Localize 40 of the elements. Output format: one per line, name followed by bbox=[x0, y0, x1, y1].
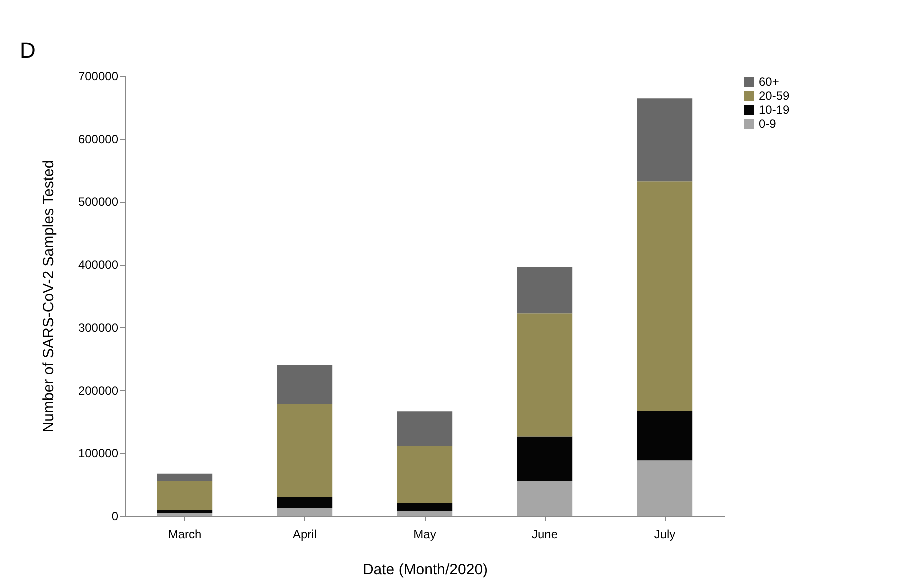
text: D bbox=[20, 38, 36, 63]
y-tick-label: 700000 bbox=[78, 70, 119, 84]
bar bbox=[517, 314, 573, 437]
y-tick-label: 300000 bbox=[78, 320, 119, 335]
bar bbox=[637, 460, 693, 516]
y-tick-label: 200000 bbox=[78, 384, 119, 398]
bar bbox=[637, 411, 693, 461]
bar bbox=[517, 267, 573, 314]
legend-label: 0-9 bbox=[759, 117, 777, 131]
bar bbox=[157, 510, 213, 514]
bar bbox=[277, 508, 333, 516]
bar bbox=[277, 497, 333, 508]
x-tick-label: July bbox=[654, 528, 676, 542]
bar bbox=[157, 513, 213, 516]
y-tick-label: 500000 bbox=[78, 195, 119, 210]
y-tick-label: 600000 bbox=[78, 132, 119, 146]
bar bbox=[277, 365, 333, 404]
bar bbox=[397, 412, 453, 446]
bar bbox=[277, 404, 333, 498]
legend-label: 20-59 bbox=[759, 89, 790, 103]
bar bbox=[157, 474, 213, 482]
bar bbox=[637, 98, 693, 182]
x-tick-label: June bbox=[532, 528, 558, 542]
bar bbox=[517, 436, 573, 482]
y-tick-label: 400000 bbox=[78, 258, 119, 272]
legend-label: 60+ bbox=[759, 75, 780, 89]
x-axis-title: Date (Month/2020) bbox=[362, 562, 488, 578]
x-tick-label: May bbox=[414, 528, 436, 542]
y-tick-label: 0 bbox=[112, 510, 119, 524]
bar bbox=[517, 481, 573, 516]
x-tick-label: March bbox=[168, 528, 202, 542]
y-tick-label: 100000 bbox=[78, 446, 119, 461]
y-axis-title: Number of SARS-CoV-2 Samples Tested bbox=[40, 160, 58, 433]
bar bbox=[397, 446, 453, 504]
bar bbox=[397, 503, 453, 511]
legend-label: 10-19 bbox=[759, 103, 790, 117]
bar bbox=[397, 510, 453, 516]
bar bbox=[157, 481, 213, 510]
x-tick-label: April bbox=[292, 528, 318, 542]
bar bbox=[637, 182, 693, 412]
